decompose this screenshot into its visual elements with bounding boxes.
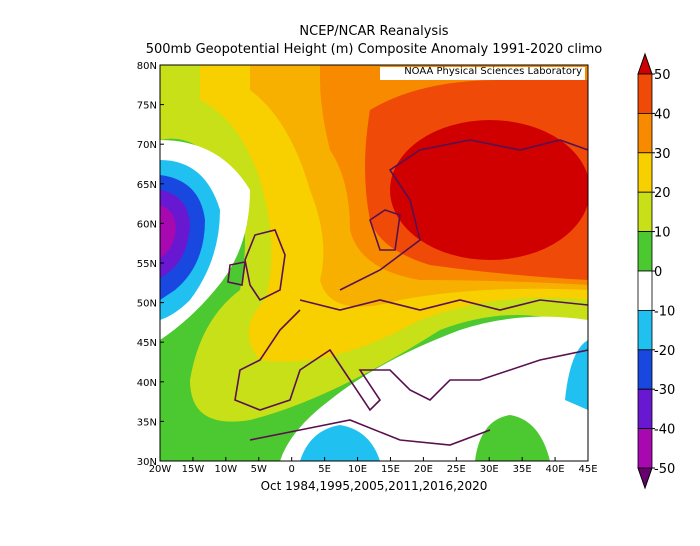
lat-label: 80N xyxy=(137,61,157,72)
colorbar-band xyxy=(637,231,653,272)
lon-label: 25E xyxy=(447,464,466,475)
colorbar-label: -30 xyxy=(654,383,675,398)
lon-label: 10E xyxy=(348,464,367,475)
lon-label: 10W xyxy=(215,464,238,475)
lon-label: 20W xyxy=(149,464,172,475)
lat-label: 75N xyxy=(137,101,157,112)
lat-label: 60N xyxy=(137,219,157,230)
lat-label: 35N xyxy=(137,417,157,428)
coastlines xyxy=(227,139,588,446)
colorbar-label: 40 xyxy=(654,107,671,122)
lat-label: 65N xyxy=(137,180,157,191)
anomaly-field xyxy=(160,65,588,461)
colorbar-band xyxy=(637,152,653,193)
colorbar-label: -40 xyxy=(654,423,675,438)
lon-label: 5E xyxy=(318,464,331,475)
colorbar-label: -50 xyxy=(654,462,675,477)
colorbar-label: 30 xyxy=(654,147,671,162)
lon-label: 0 xyxy=(289,464,295,475)
lon-label: 5W xyxy=(251,464,267,475)
subtitle: 500mb Geopotential Height (m) Composite … xyxy=(146,42,603,57)
lon-label: 15E xyxy=(381,464,400,475)
colorbar-band xyxy=(637,73,653,114)
colorbar-band xyxy=(637,349,653,390)
lon-label: 30E xyxy=(480,464,499,475)
lat-label: 45N xyxy=(137,338,157,349)
colorbar-band xyxy=(637,388,653,430)
title: NCEP/NCAR Reanalysis xyxy=(299,24,448,39)
lon-label: 20E xyxy=(414,464,433,475)
lon-label: 40E xyxy=(546,464,565,475)
lat-label: 50N xyxy=(137,299,157,310)
colorbar: 50 40 30 20 10 0 -10 -20 -30 -40 -50 xyxy=(637,52,675,490)
colorbar-band xyxy=(637,270,653,311)
lat-label: 30N xyxy=(137,457,157,468)
colorbar-band xyxy=(637,191,653,232)
colorbar-band xyxy=(637,428,653,469)
lat-label: 40N xyxy=(137,378,157,389)
colorbar-band xyxy=(637,113,653,154)
credit: NOAA Physical Sciences Laboratory xyxy=(404,66,582,77)
lat-label: 55N xyxy=(137,259,157,270)
credit-box xyxy=(380,67,585,80)
caption: Oct 1984,1995,2005,2011,2016,2020 xyxy=(261,479,488,493)
colorbar-label: 0 xyxy=(654,265,662,280)
colorbar-label: 50 xyxy=(654,68,671,83)
lon-label: 35E xyxy=(513,464,532,475)
lon-label: 15W xyxy=(182,464,205,475)
colorbar-label: 10 xyxy=(654,226,671,241)
colorbar-band xyxy=(637,309,653,351)
lon-label: 45E xyxy=(578,464,597,475)
lat-label: 70N xyxy=(137,140,157,151)
colorbar-label: -20 xyxy=(654,344,675,359)
colorbar-label: 20 xyxy=(654,186,671,201)
colorbar-label: -10 xyxy=(654,304,675,319)
